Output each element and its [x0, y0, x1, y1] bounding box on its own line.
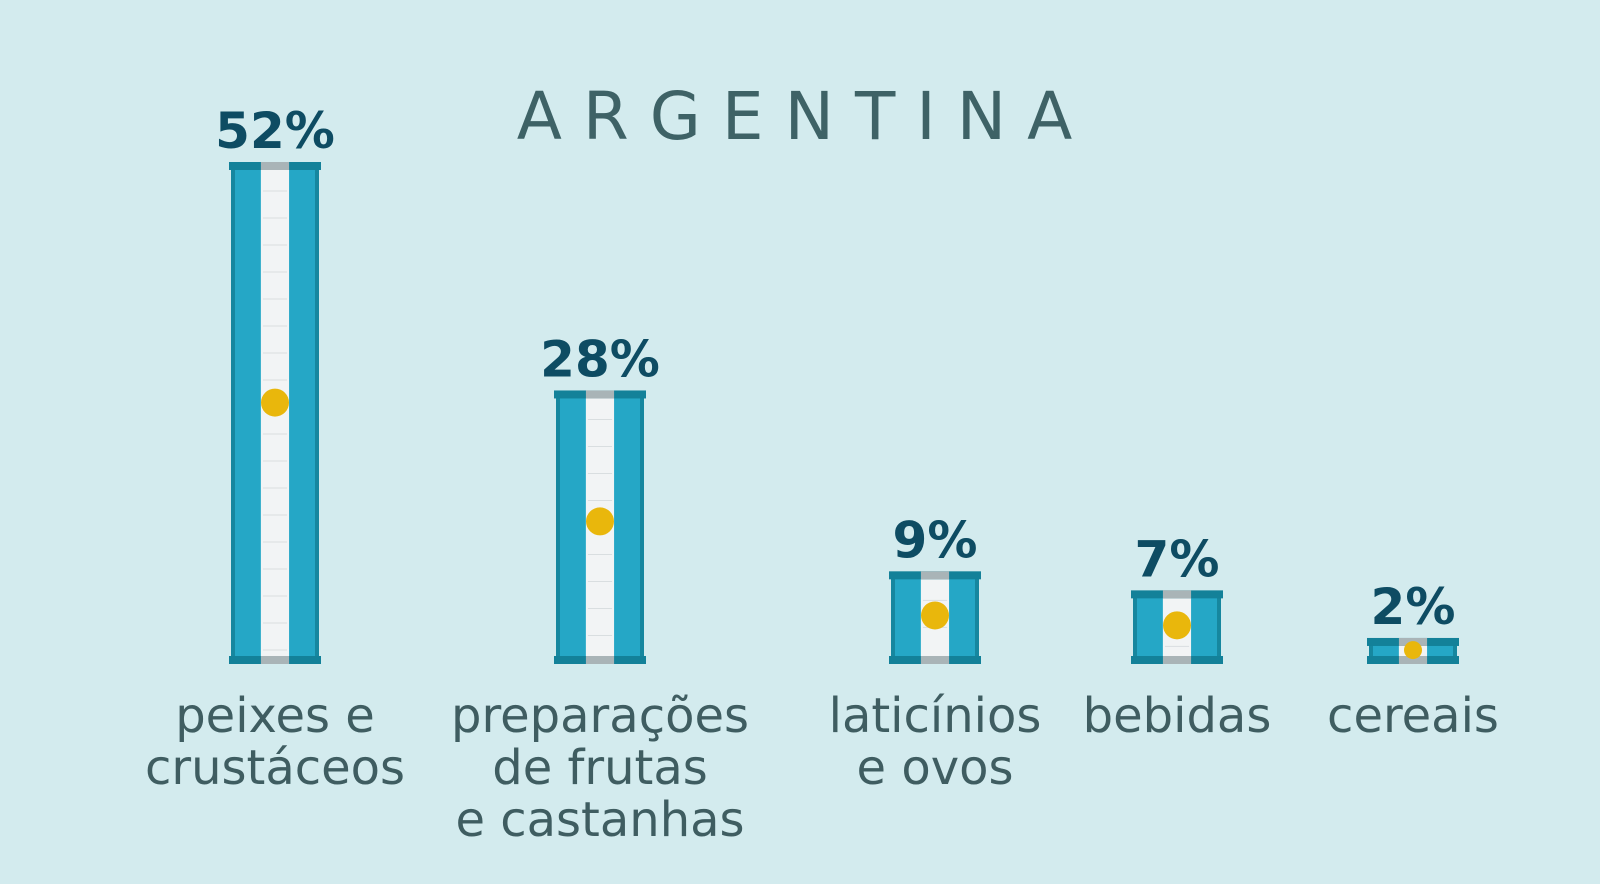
- sun-icon: [1404, 641, 1422, 660]
- value-label: 28%: [540, 330, 660, 388]
- category-label-line: bebidas: [1083, 688, 1272, 744]
- category-label-line: laticínios: [829, 688, 1042, 744]
- bar: [1131, 590, 1223, 664]
- value-label: 7%: [1135, 530, 1220, 588]
- bar: [229, 162, 321, 664]
- category-label-line: crustáceos: [145, 740, 405, 796]
- bar: [1367, 637, 1459, 664]
- sun-icon: [1163, 611, 1191, 640]
- category-label-line: de frutas: [492, 740, 708, 796]
- value-label: 52%: [215, 102, 335, 160]
- category-label-line: peixes e: [175, 688, 375, 744]
- category-label-line: e castanhas: [455, 792, 744, 848]
- sun-icon: [921, 601, 949, 630]
- bar: [554, 390, 646, 664]
- sun-icon: [261, 388, 289, 417]
- category-label-line: e ovos: [857, 740, 1014, 796]
- chart-title: ARGENTINA: [516, 78, 1094, 155]
- category-label: cereais: [1327, 688, 1499, 744]
- value-label: 2%: [1371, 578, 1456, 636]
- sun-icon: [586, 507, 614, 536]
- value-label: 9%: [893, 511, 978, 569]
- category-label-line: preparações: [451, 688, 749, 744]
- bar: [889, 571, 981, 664]
- category-label-line: cereais: [1327, 688, 1499, 744]
- category-label: bebidas: [1083, 688, 1272, 744]
